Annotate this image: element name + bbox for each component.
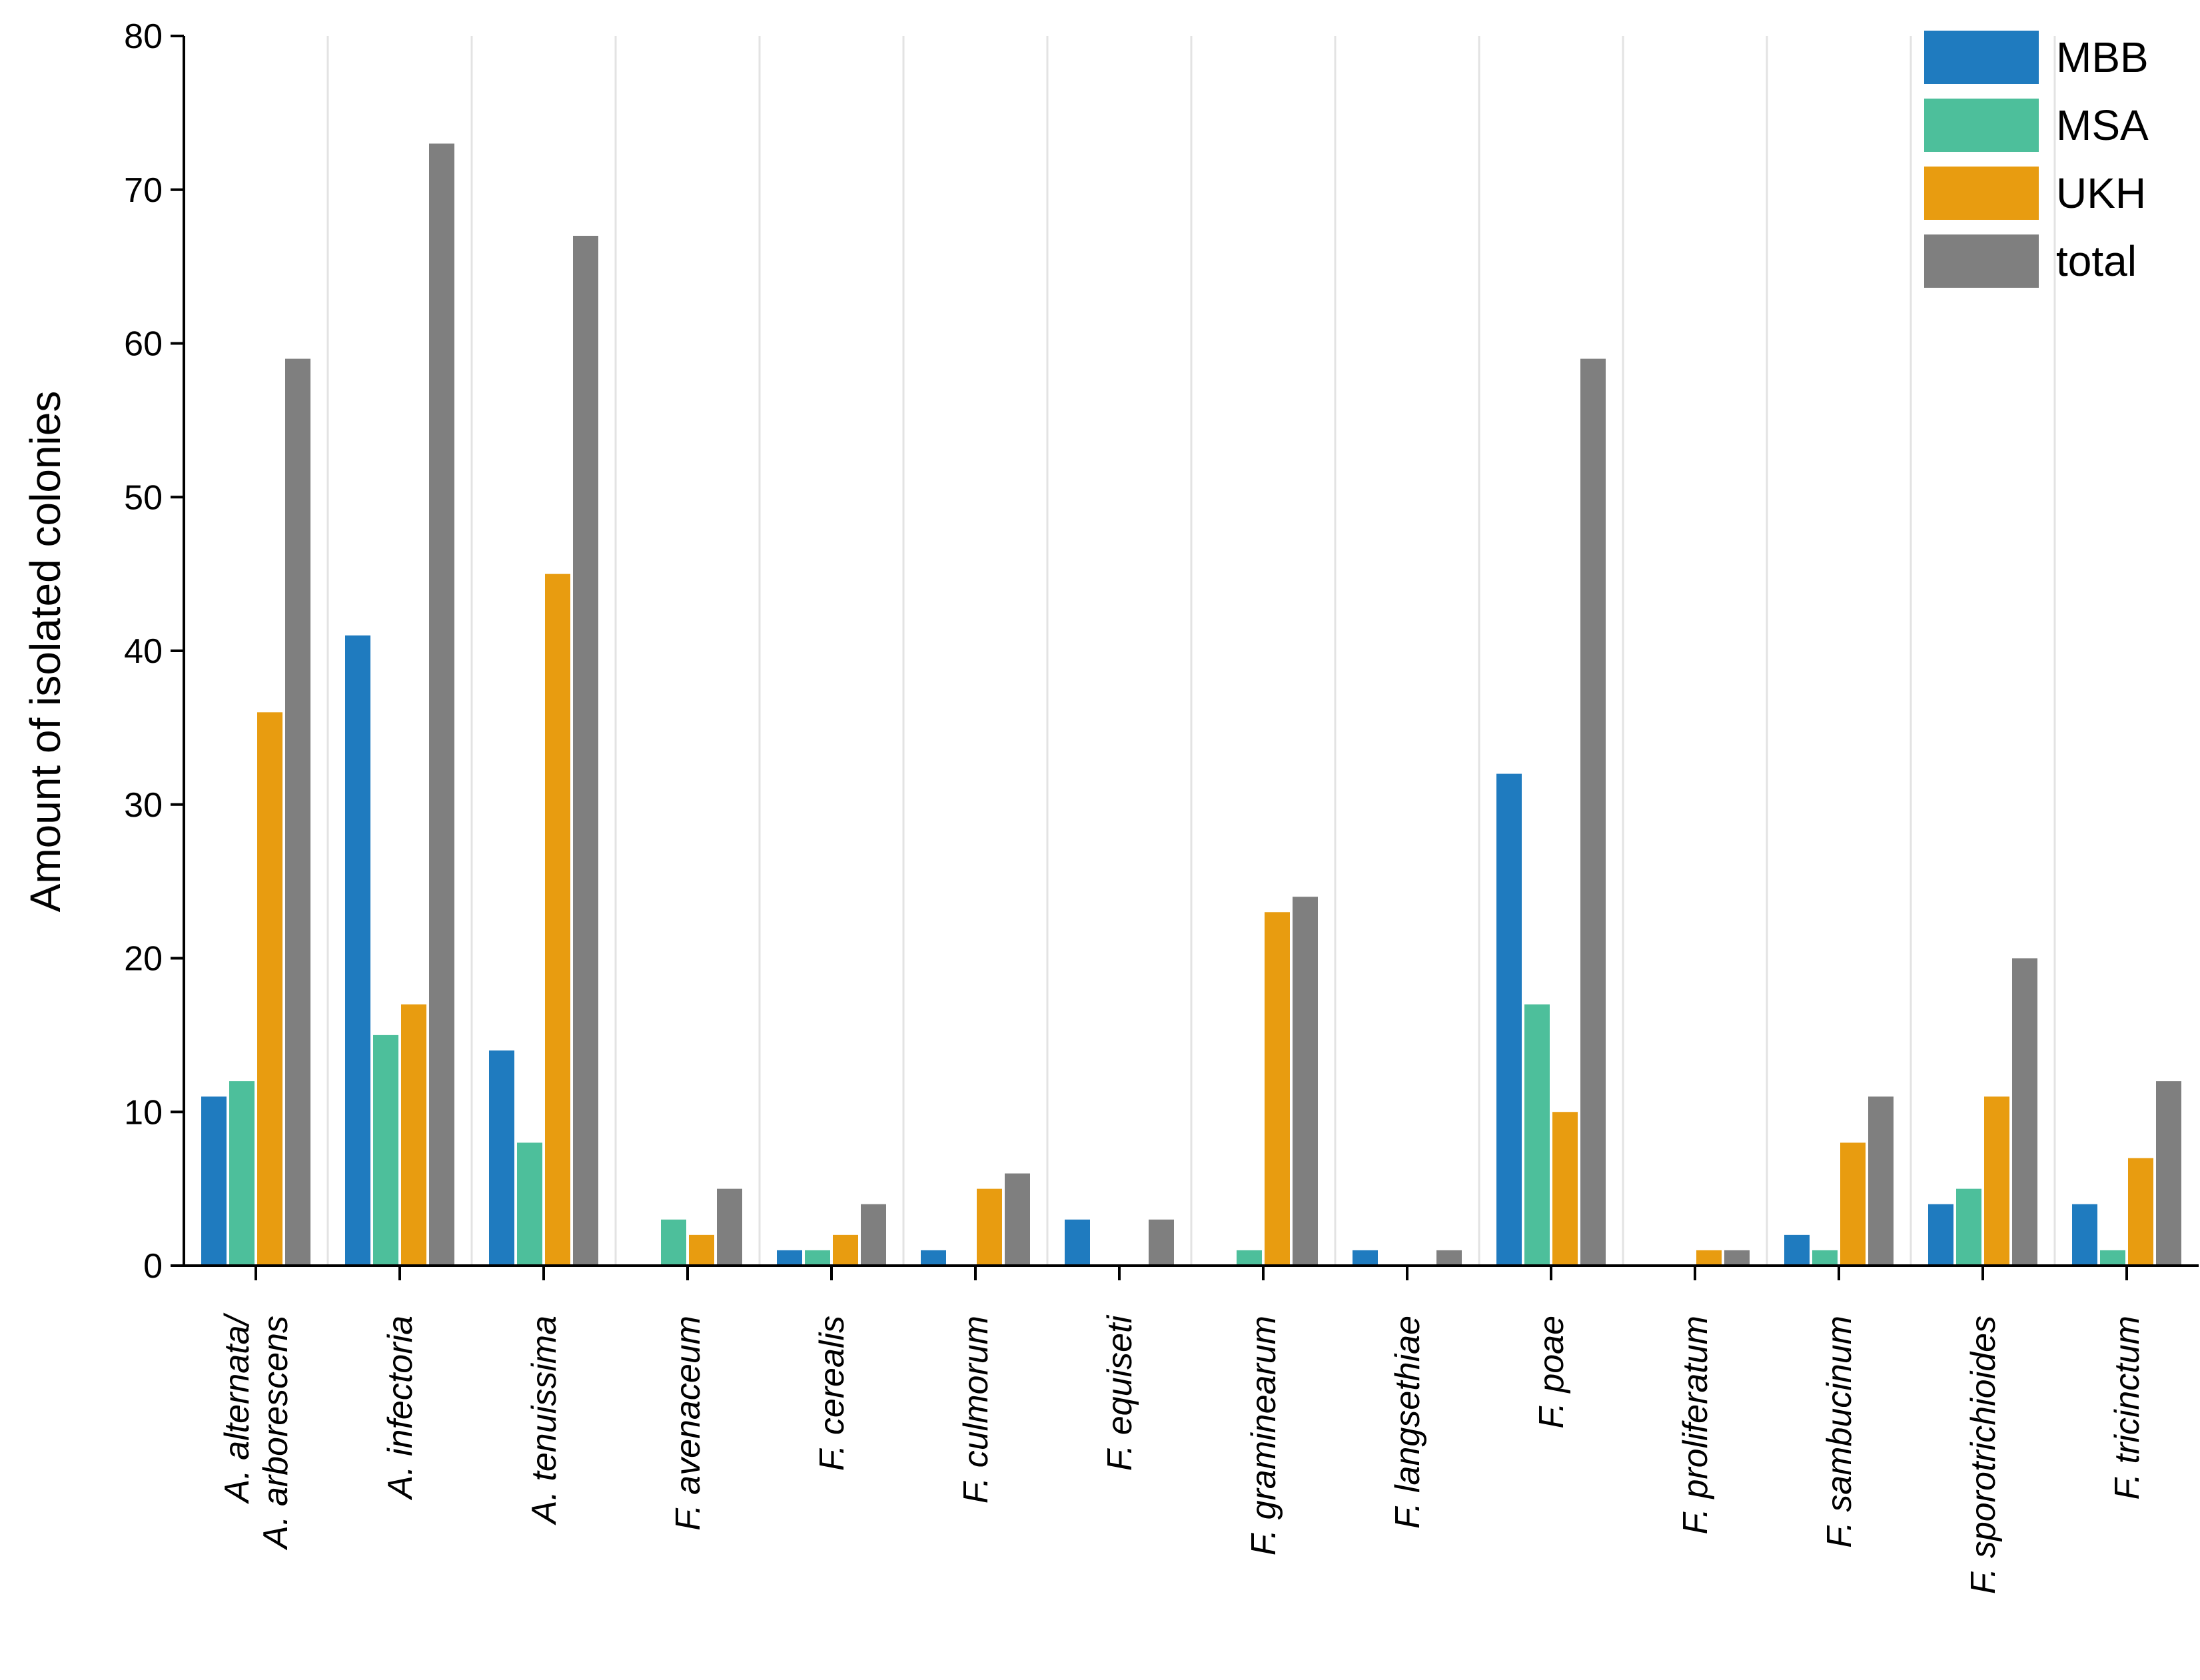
legend-label-mbb: MBB <box>2056 33 2149 81</box>
y-tick-label: 20 <box>124 940 163 979</box>
bar-mbb <box>201 1096 227 1266</box>
category-labels: A. alternata/A. arborescens A. infectoria… <box>218 1312 2147 1594</box>
legend-swatch-mbb <box>1924 31 2039 84</box>
category-label: F. graminearum <box>1245 1316 1283 1555</box>
category-label: F. sambucinum <box>1820 1316 1859 1548</box>
bar-ukh <box>401 1004 426 1266</box>
bar-msa <box>1237 1250 1262 1266</box>
bar-total <box>1868 1096 1894 1266</box>
y-tick-label: 0 <box>143 1247 163 1286</box>
category-label: F. langsethiae <box>1388 1316 1427 1529</box>
bar-msa <box>1524 1004 1550 1266</box>
bar-msa <box>661 1219 686 1266</box>
y-tick-label: 80 <box>124 17 163 56</box>
bar-mbb <box>1065 1219 1090 1266</box>
legend-label-ukh: UKH <box>2056 169 2146 217</box>
bar-total <box>429 143 454 1266</box>
bar-msa <box>373 1035 398 1266</box>
category-label: A. arborescens <box>257 1316 295 1551</box>
bar-mbb <box>345 635 370 1266</box>
y-tick-label: 40 <box>124 632 163 671</box>
bar-total <box>573 235 598 1266</box>
bar-mbb <box>1928 1204 1953 1266</box>
bar-total <box>717 1188 742 1266</box>
bar-ukh <box>833 1234 858 1266</box>
category-label: F. poae <box>1532 1316 1571 1429</box>
bar-mbb <box>777 1250 802 1266</box>
category-label: F. proliferatum <box>1676 1316 1715 1535</box>
bar-mbb <box>1784 1234 1810 1266</box>
bar-msa <box>229 1081 255 1266</box>
bar-ukh <box>545 574 570 1266</box>
bar-ukh <box>1552 1112 1578 1266</box>
y-ticks: 0 10 20 30 40 50 60 70 80 <box>124 17 184 1286</box>
bar-mbb <box>2072 1204 2097 1266</box>
bar-total <box>285 358 310 1266</box>
y-axis-title: Amount of isolated colonies <box>21 391 69 913</box>
y-tick-label: 60 <box>124 325 163 364</box>
category-label: A. alternata/ <box>218 1312 257 1504</box>
bar-msa <box>2100 1250 2125 1266</box>
y-tick-label: 50 <box>124 478 163 517</box>
bar-total <box>1436 1250 1462 1266</box>
legend-swatch-total <box>1924 234 2039 288</box>
legend-label-total: total <box>2056 237 2137 285</box>
bar-ukh <box>1265 912 1290 1266</box>
bar-mbb <box>1353 1250 1378 1266</box>
y-tick-label: 70 <box>124 171 163 210</box>
category-label: F. avenaceum <box>669 1316 708 1531</box>
bar-ukh <box>977 1188 1002 1266</box>
bar-ukh <box>2128 1158 2153 1266</box>
legend-label-msa: MSA <box>2056 101 2149 149</box>
bar-ukh <box>257 712 282 1266</box>
category-label: A. tenuissima <box>525 1316 564 1525</box>
bar-msa <box>517 1142 542 1266</box>
bar-ukh <box>689 1234 714 1266</box>
legend-swatch-msa <box>1924 99 2039 152</box>
bar-mbb <box>489 1050 514 1266</box>
bar-ukh <box>1696 1250 1722 1266</box>
bar-ukh <box>1984 1096 2009 1266</box>
legend-swatch-ukh <box>1924 167 2039 220</box>
category-label: F. equiseti <box>1101 1315 1139 1471</box>
bar-msa <box>1812 1250 1838 1266</box>
category-separators <box>326 36 2056 1266</box>
bar-total <box>1293 897 1318 1266</box>
bar-total <box>1724 1250 1750 1266</box>
legend: MBB MSA UKH total <box>1924 31 2149 288</box>
y-tick-label: 10 <box>124 1093 163 1132</box>
category-label: F. culmorum <box>957 1316 995 1503</box>
x-ticks <box>255 1266 2128 1280</box>
category-label: F. cerealis <box>813 1316 851 1471</box>
category-label: A. infectoria <box>381 1316 420 1501</box>
bar-mbb <box>1496 773 1522 1266</box>
bar-total <box>1005 1173 1030 1266</box>
bars <box>201 143 2181 1266</box>
category-label: F. sporotrichioides <box>1964 1316 2003 1594</box>
bar-total <box>1149 1219 1174 1266</box>
category-label: F. tricinctum <box>2108 1316 2147 1499</box>
y-tick-label: 30 <box>124 786 163 825</box>
bar-total <box>861 1204 886 1266</box>
bar-total <box>1580 358 1606 1266</box>
bar-mbb <box>921 1250 946 1266</box>
bar-ukh <box>1840 1142 1866 1266</box>
bar-total <box>2012 958 2037 1266</box>
bar-total <box>2156 1081 2181 1266</box>
bar-msa <box>1956 1188 1981 1266</box>
bar-msa <box>805 1250 830 1266</box>
